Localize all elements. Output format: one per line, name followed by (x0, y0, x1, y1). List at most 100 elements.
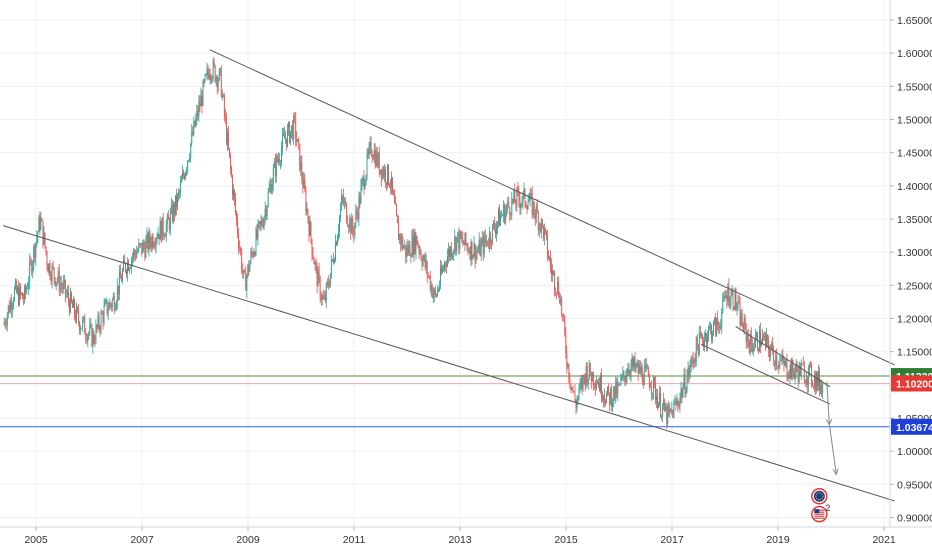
candle-body[interactable] (144, 247, 146, 258)
candle-body[interactable] (587, 378, 589, 384)
candle-body[interactable] (82, 319, 84, 328)
candle-body[interactable] (666, 406, 668, 424)
candle-body[interactable] (205, 74, 207, 76)
candle-body[interactable] (150, 242, 152, 248)
candle-body[interactable] (451, 247, 453, 258)
candle-body[interactable] (13, 288, 15, 301)
candle-body[interactable] (791, 360, 793, 379)
candle-body[interactable] (174, 195, 176, 215)
candle-body[interactable] (396, 205, 398, 215)
candle-body[interactable] (193, 120, 195, 135)
candle-body[interactable] (578, 386, 580, 397)
candle-body[interactable] (375, 151, 377, 167)
candle-body[interactable] (305, 190, 307, 212)
candle-body[interactable] (657, 396, 658, 409)
candle-body[interactable] (209, 75, 211, 79)
candle-body[interactable] (10, 301, 12, 311)
candle-body[interactable] (423, 255, 425, 260)
candle-body[interactable] (804, 382, 806, 384)
candle-body[interactable] (191, 131, 193, 144)
candle-body[interactable] (389, 184, 390, 187)
candle-body[interactable] (77, 307, 79, 312)
candle-body[interactable] (771, 343, 773, 350)
candle-body[interactable] (199, 102, 201, 107)
candle-body[interactable] (157, 233, 159, 239)
candle-body[interactable] (677, 400, 679, 405)
candle-body[interactable] (207, 69, 209, 74)
candle-body[interactable] (582, 374, 584, 389)
candle-body[interactable] (237, 219, 239, 235)
candle-body[interactable] (231, 167, 232, 177)
candle-body[interactable] (801, 363, 803, 365)
candle-body[interactable] (92, 332, 94, 347)
candle-body[interactable] (617, 384, 619, 396)
candle-body[interactable] (29, 261, 31, 283)
candle-body[interactable] (764, 335, 765, 337)
candle-body[interactable] (520, 203, 522, 208)
candle-body[interactable] (390, 186, 391, 188)
candle-body[interactable] (650, 387, 652, 393)
candle-body[interactable] (36, 237, 38, 243)
candle-body[interactable] (663, 399, 665, 406)
candle-body[interactable] (767, 334, 769, 340)
candle-body[interactable] (172, 203, 174, 221)
candle-body[interactable] (329, 272, 331, 287)
candle-body[interactable] (719, 325, 721, 329)
candle-body[interactable] (129, 268, 131, 271)
candle-body[interactable] (177, 194, 178, 208)
candle-body[interactable] (234, 190, 235, 200)
candle-body[interactable] (815, 375, 816, 390)
candle-body[interactable] (32, 263, 34, 273)
candle-body[interactable] (154, 245, 156, 247)
candle-body[interactable] (562, 314, 564, 317)
candle-body[interactable] (348, 226, 350, 228)
candle-body[interactable] (11, 305, 13, 311)
candle-body[interactable] (535, 205, 537, 219)
candle-body[interactable] (35, 242, 37, 258)
candle-body[interactable] (188, 160, 190, 161)
candle-body[interactable] (737, 301, 739, 308)
candle-body[interactable] (452, 253, 454, 258)
candle-body[interactable] (436, 289, 438, 296)
candle-body[interactable] (201, 95, 203, 106)
candle-body[interactable] (105, 300, 107, 302)
candle-body[interactable] (147, 233, 149, 250)
candle-body[interactable] (547, 235, 548, 256)
candle-body[interactable] (413, 232, 415, 255)
candle-body[interactable] (7, 305, 9, 315)
candle-body[interactable] (623, 371, 625, 377)
candle-body[interactable] (725, 295, 727, 299)
candle-body[interactable] (746, 334, 748, 342)
candle-body[interactable] (741, 313, 743, 327)
candle-body[interactable] (700, 335, 702, 337)
candle-body[interactable] (693, 359, 695, 364)
candle-body[interactable] (101, 313, 103, 315)
candle-body[interactable] (381, 169, 383, 179)
candle-body[interactable] (596, 382, 598, 385)
candle-body[interactable] (361, 180, 363, 187)
candle-body[interactable] (252, 252, 254, 257)
candle-body[interactable] (570, 383, 572, 390)
candle-body[interactable] (709, 326, 710, 328)
candle-body[interactable] (246, 275, 248, 291)
candle-body[interactable] (241, 251, 243, 271)
candle-body[interactable] (788, 377, 790, 379)
candle-body[interactable] (61, 285, 63, 289)
candle-body[interactable] (41, 218, 43, 221)
candle-body[interactable] (371, 154, 373, 157)
candle-body[interactable] (203, 81, 205, 83)
candle-body[interactable] (192, 131, 194, 135)
candle-body[interactable] (792, 360, 794, 372)
candle-body[interactable] (479, 240, 481, 256)
candle-body[interactable] (128, 261, 129, 271)
candle-body[interactable] (569, 379, 571, 384)
candle-body[interactable] (716, 317, 718, 336)
candle-body[interactable] (632, 358, 634, 367)
candle-body[interactable] (266, 206, 268, 217)
candle-body[interactable] (48, 263, 50, 273)
candle-body[interactable] (26, 288, 28, 293)
candle-body[interactable] (298, 139, 300, 145)
candle-body[interactable] (660, 393, 662, 417)
candle-body[interactable] (240, 248, 242, 252)
candle-body[interactable] (485, 240, 487, 242)
